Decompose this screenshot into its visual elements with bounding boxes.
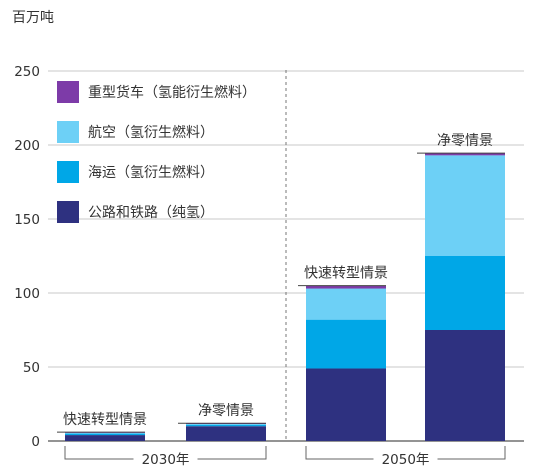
legend-swatch bbox=[57, 161, 79, 183]
legend-label: 海运（氢衍生燃料） bbox=[88, 164, 214, 181]
bar-segment bbox=[306, 285, 386, 289]
group-bracket bbox=[305, 446, 506, 460]
y-axis-ticks: 0 50 100 150 200 250 bbox=[14, 64, 40, 450]
bar-segment bbox=[306, 319, 386, 369]
bar-segment bbox=[306, 368, 386, 441]
x-axis-groups: 2030年 2050年 bbox=[64, 446, 506, 468]
bar-scenario-label: 快速转型情景 bbox=[304, 266, 388, 282]
y-tick-label: 50 bbox=[23, 360, 40, 376]
y-tick-label: 200 bbox=[14, 138, 40, 154]
bar-segment bbox=[186, 423, 266, 426]
group-label: 2030年 bbox=[142, 452, 190, 468]
legend-label: 重型货车（氢能衍生燃料） bbox=[88, 84, 256, 101]
bar-segment bbox=[425, 256, 505, 330]
bar-scenario-label: 净零情景 bbox=[437, 133, 493, 149]
legend-swatch bbox=[57, 201, 79, 223]
bar-segment bbox=[425, 330, 505, 441]
legend: 重型货车（氢能衍生燃料） 航空（氢衍生燃料） 海运（氢衍生燃料） 公路和铁路（纯氢） bbox=[57, 81, 256, 223]
bar-scenario-label: 快速转型情景 bbox=[63, 412, 147, 428]
bar-segment bbox=[186, 425, 266, 427]
bar-segment bbox=[425, 155, 505, 256]
legend-swatch bbox=[57, 121, 79, 143]
bar-segment bbox=[65, 435, 145, 441]
group-label: 2050年 bbox=[382, 452, 430, 468]
bar-segment bbox=[186, 426, 266, 441]
legend-label: 航空（氢衍生燃料） bbox=[88, 124, 214, 141]
bar-scenario-label: 净零情景 bbox=[198, 403, 254, 419]
y-tick-label: 100 bbox=[14, 286, 40, 302]
bar-segment bbox=[65, 432, 145, 434]
legend-swatch bbox=[57, 81, 79, 103]
y-tick-label: 250 bbox=[14, 64, 40, 80]
bar-segment bbox=[306, 288, 386, 320]
y-axis-unit-label: 百万吨 bbox=[12, 10, 54, 26]
bar-segment bbox=[425, 153, 505, 156]
bar-segment bbox=[65, 433, 145, 436]
bar-stacks bbox=[65, 153, 505, 441]
y-tick-label: 0 bbox=[31, 434, 40, 450]
group-bracket bbox=[64, 446, 267, 460]
y-tick-label: 150 bbox=[14, 212, 40, 228]
legend-label: 公路和铁路（纯氢） bbox=[88, 205, 214, 221]
